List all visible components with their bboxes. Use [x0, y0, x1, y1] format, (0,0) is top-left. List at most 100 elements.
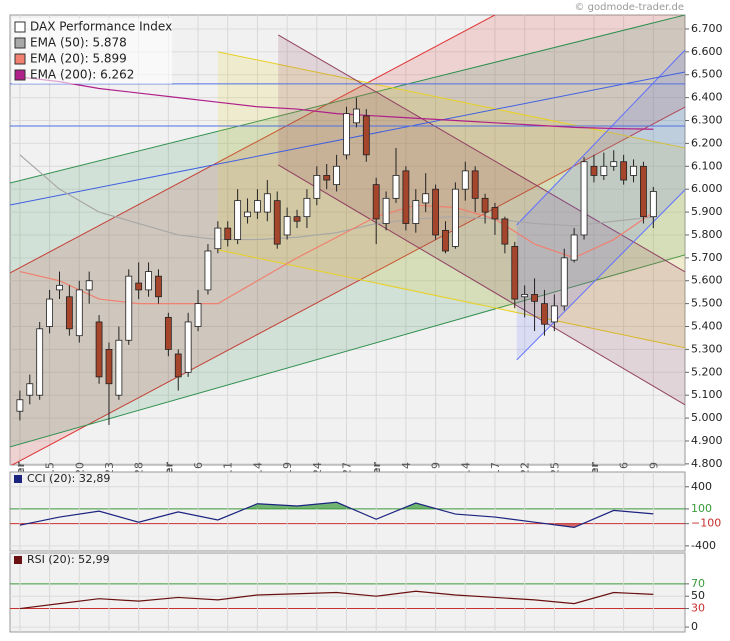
legend-swatch [14, 21, 26, 33]
channel-line [217, 249, 685, 349]
x-tick-label: 9 [647, 462, 660, 469]
candle-body [649, 191, 657, 218]
y-tick-label: 6.600 [691, 45, 723, 58]
candle-body [135, 282, 143, 291]
candle-body [501, 218, 509, 245]
y-tick-label: 6.000 [691, 182, 723, 195]
y-tick-label: 5.000 [691, 411, 723, 424]
y-tick-label: 5.400 [691, 320, 723, 333]
plot-content [10, 472, 685, 551]
candle-body [164, 316, 172, 350]
plot-content [10, 15, 685, 465]
x-tick-label: 6 [192, 462, 205, 469]
y-tick-label: 5.700 [691, 251, 723, 264]
y-tick-label: 400 [691, 480, 712, 493]
y-tick-label: 4.800 [691, 457, 723, 470]
y-tick-label: 70 [691, 577, 705, 590]
y-tick-label: −100 [691, 517, 721, 530]
y-tick-label: 6.700 [691, 22, 723, 35]
candle-body [382, 197, 390, 224]
legend-label: EMA (50): 5.878 [30, 36, 127, 50]
candle-body [16, 399, 24, 412]
plot-area [9, 471, 686, 552]
legend-swatch [14, 53, 26, 65]
y-tick-label: 30 [691, 602, 705, 615]
legend-label: EMA (20): 5.899 [30, 52, 127, 66]
candle-body [174, 353, 182, 378]
candle-body [214, 227, 222, 250]
threshold-fill [244, 502, 437, 509]
candle-body [155, 275, 162, 298]
candle-body [204, 250, 212, 291]
candle-body [115, 339, 123, 396]
series-line [19, 76, 654, 130]
candle-body [26, 383, 34, 396]
y-tick-label: 5.500 [691, 297, 723, 310]
candle-body [283, 216, 291, 236]
channel-area [516, 50, 685, 360]
legend-label: DAX Performance Index [30, 20, 172, 34]
candle-body [560, 257, 568, 307]
candle-body [392, 175, 400, 199]
channel-line [277, 164, 685, 406]
candle-body [481, 197, 489, 213]
channel-line [10, 15, 685, 184]
candle-body [125, 275, 133, 341]
candle-body [600, 165, 608, 176]
candle-body [640, 165, 647, 218]
candle-body [105, 349, 113, 385]
candle-body [353, 108, 360, 124]
y-tick-label: 6.100 [691, 159, 723, 172]
candle-body [590, 165, 598, 176]
legend-swatch [14, 556, 22, 564]
legend-label: EMA (200): 6.262 [30, 68, 134, 82]
channel-line [217, 51, 685, 149]
candle-body [95, 321, 103, 378]
candle-body [451, 188, 459, 247]
series-line [19, 590, 654, 610]
candle-body [184, 321, 192, 373]
series-line [19, 501, 654, 528]
candle-body [580, 161, 588, 236]
candle-body [412, 200, 420, 224]
y-tick-label: 0 [691, 620, 698, 633]
candle-body [234, 200, 242, 240]
y-tick-label: 100 [691, 502, 712, 515]
y-tick-label: 4.900 [691, 434, 723, 447]
candle-body [372, 184, 380, 220]
candle-body [461, 170, 469, 190]
candle-body [263, 193, 271, 213]
candle-body [550, 305, 558, 323]
candle-body [333, 165, 341, 186]
candle-body [620, 161, 628, 181]
legend-label: CCI (20): 32,89 [27, 472, 110, 485]
y-tick-label: 5.200 [691, 365, 723, 378]
candle-body [46, 298, 53, 327]
candle-body [570, 234, 578, 261]
candle-body [471, 170, 479, 199]
y-tick-label: 6.300 [691, 114, 723, 127]
channel-line [10, 254, 685, 448]
candle-body [521, 294, 529, 298]
candle-body [194, 303, 202, 327]
candle-body [224, 227, 232, 240]
candle-body [541, 303, 548, 325]
y-tick-label: 5.600 [691, 274, 723, 287]
candle-body [273, 200, 281, 245]
candle-body [56, 284, 63, 291]
candle-body [531, 294, 538, 302]
candle-body [402, 170, 410, 224]
y-tick-label: 5.300 [691, 342, 723, 355]
channel-line [277, 34, 685, 273]
x-tick-label: 6 [618, 462, 631, 469]
candle-body [85, 280, 93, 291]
candle-body [323, 175, 331, 181]
legend-swatch [14, 475, 22, 483]
y-tick-label: 5.800 [691, 228, 723, 241]
legend-swatch [14, 37, 26, 49]
candle-body [303, 197, 311, 218]
candle-body [491, 207, 499, 220]
y-tick-label: -400 [691, 539, 716, 552]
candle-body [254, 200, 261, 213]
